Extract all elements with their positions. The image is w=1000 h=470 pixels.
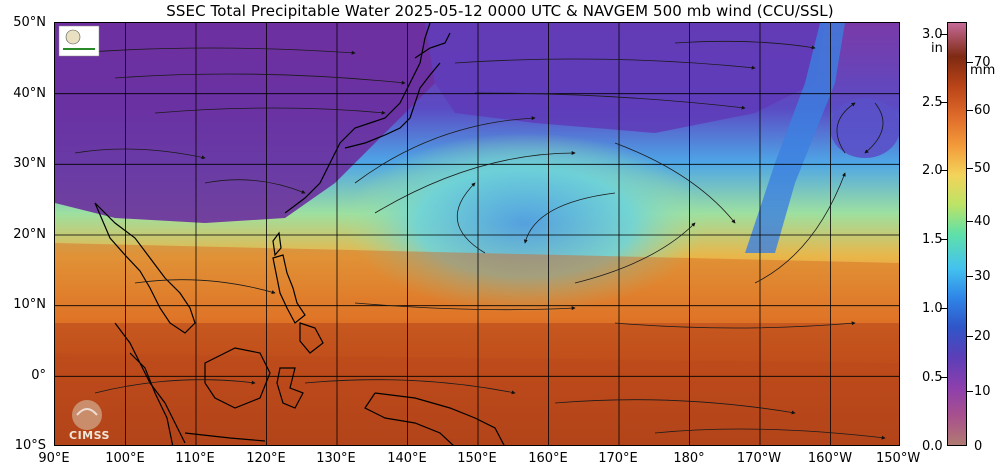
- cb-mm-tick-0: 0: [974, 439, 983, 454]
- cb-mm-tick-20: 20: [974, 329, 991, 344]
- ssec-logo: [58, 25, 100, 57]
- lon-label-120e: 120°E: [246, 451, 286, 466]
- cb-in-tick-2.5: 2.5: [922, 95, 943, 110]
- precipitable-water-map: CIMSS: [54, 22, 900, 446]
- lon-label-130e: 130°E: [316, 451, 356, 466]
- cb-in-tick-0.0: 0.0: [922, 439, 943, 454]
- cb-in-unit: in: [931, 41, 943, 56]
- dry-air-asia: [55, 23, 435, 223]
- cb-mm-tick-10: 10: [974, 384, 991, 399]
- lon-label-170e: 170°E: [598, 451, 638, 466]
- lat-label-20n: 20°N: [13, 227, 46, 242]
- moisture-plume: [745, 23, 845, 253]
- low-center: [830, 98, 899, 158]
- graticule: [55, 23, 899, 445]
- cb-in-tick-1.0: 1.0: [922, 301, 943, 316]
- cimss-logo: CIMSS: [59, 397, 125, 443]
- map-canvas: [55, 23, 899, 445]
- cb-mm-tick-70: 70: [974, 55, 991, 70]
- cb-in-tick-0.5: 0.5: [922, 370, 943, 385]
- cb-mm-tick-60: 60: [974, 103, 991, 118]
- lon-label-150w: 150°W: [876, 451, 921, 466]
- lon-label-160e: 160°E: [528, 451, 568, 466]
- lat-label-10n: 10°N: [13, 297, 46, 312]
- map-title: SSEC Total Precipitable Water 2025-05-12…: [166, 2, 834, 20]
- lat-label-10s: 10°S: [14, 438, 46, 453]
- lon-label-90e: 90°E: [38, 451, 70, 466]
- wind-streamlines: [74, 40, 886, 440]
- lon-label-150e: 150°E: [457, 451, 497, 466]
- lat-label-50n: 50°N: [13, 15, 46, 30]
- cimss-logo-text: CIMSS: [69, 429, 110, 442]
- lon-label-100e: 100°E: [105, 451, 145, 466]
- lon-label-160w: 160°W: [807, 451, 853, 466]
- cb-in-tick-3.0: 3.0: [922, 27, 943, 42]
- cb-mm-unit: mm: [970, 63, 996, 78]
- cimss-emblem: [72, 400, 102, 430]
- colorbar: [947, 22, 967, 446]
- lon-label-170w: 170°W: [736, 451, 782, 466]
- lat-label-40n: 40°N: [13, 86, 46, 101]
- lat-label-equator: 0°: [31, 368, 46, 383]
- lon-label-140e: 140°E: [387, 451, 427, 466]
- cb-mm-tick-50: 50: [974, 161, 991, 176]
- lon-label-110e: 110°E: [175, 451, 215, 466]
- cb-mm-tick-30: 30: [974, 269, 991, 284]
- maritime-continent-moisture: [55, 323, 899, 445]
- lat-label-30n: 30°N: [13, 156, 46, 171]
- lon-label-180: 180°: [673, 451, 705, 466]
- cb-in-tick-1.5: 1.5: [922, 232, 943, 247]
- cb-in-tick-2.0: 2.0: [922, 163, 943, 178]
- anticyclone-gyre: [345, 133, 705, 313]
- cb-mm-tick-40: 40: [974, 214, 991, 229]
